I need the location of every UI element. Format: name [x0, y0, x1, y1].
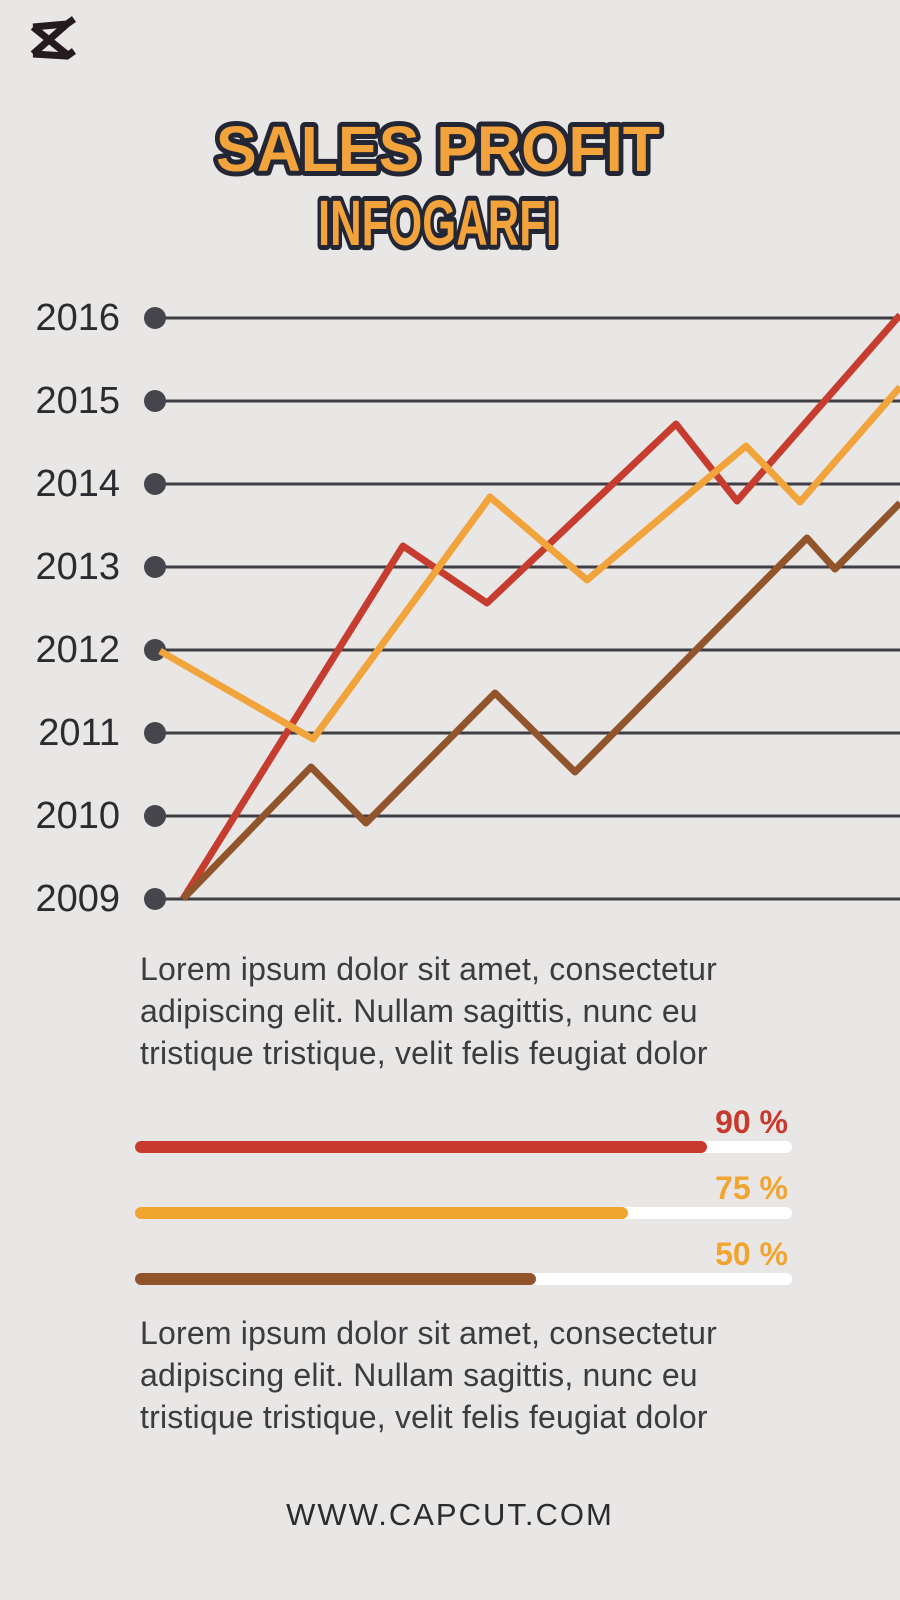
title-line-2: INFOGARFI	[318, 187, 558, 259]
year-label-2011: 2011	[38, 712, 120, 754]
progress-bars: 90 % 75 % 50 %	[135, 1106, 792, 1304]
progress-bar-group: 50 %	[135, 1238, 792, 1285]
bar-fill	[135, 1207, 628, 1219]
paragraph-line: tristique tristique, velit felis feugiat…	[140, 1035, 708, 1071]
progress-bar-group: 75 %	[135, 1172, 792, 1219]
year-label-2013: 2013	[35, 546, 120, 588]
series-brown-trend	[180, 500, 900, 902]
gridline-dot-2013	[144, 556, 166, 578]
paragraph-line: adipiscing elit. Nullam sagittis, nunc e…	[140, 993, 698, 1029]
bar-track	[135, 1207, 792, 1219]
paragraph-2: Lorem ipsum dolor sit amet, consectetur a…	[140, 1312, 820, 1438]
gridline-dot-2011	[144, 722, 166, 744]
footer-url: WWW.CAPCUT.COM	[286, 1497, 614, 1532]
paragraph-line: adipiscing elit. Nullam sagittis, nunc e…	[140, 1357, 698, 1393]
page-title: SALES PROFIT INFOGARFI	[211, 108, 665, 264]
paragraph-line: tristique tristique, velit felis feugiat…	[140, 1399, 708, 1435]
bar-fill	[135, 1273, 536, 1285]
year-label-2015: 2015	[35, 380, 120, 422]
gridline-dot-2009	[144, 888, 166, 910]
year-label-2010: 2010	[35, 795, 120, 837]
progress-bar-group: 90 %	[135, 1106, 792, 1153]
bar-percent-label: 90 %	[715, 1104, 788, 1140]
paragraph-1: Lorem ipsum dolor sit amet, consectetur a…	[140, 948, 820, 1074]
year-label-2014: 2014	[35, 463, 120, 505]
gridline-dot-2014	[144, 473, 166, 495]
year-label-2012: 2012	[35, 629, 120, 671]
year-label-2009: 2009	[35, 878, 120, 920]
paragraph-line: Lorem ipsum dolor sit amet, consectetur	[140, 951, 717, 987]
bar-fill	[135, 1141, 707, 1153]
gridline-dot-2016	[144, 307, 166, 329]
series-orange-trend	[158, 384, 900, 743]
gridline-dot-2015	[144, 390, 166, 412]
paragraph-line: Lorem ipsum dolor sit amet, consectetur	[140, 1315, 717, 1351]
bar-percent-label: 50 %	[715, 1236, 788, 1272]
series-red-trend	[180, 312, 900, 901]
bar-track	[135, 1141, 792, 1153]
capcut-logo-icon	[30, 16, 77, 60]
line-chart: 2016 2015 2014 2013 2012 2011 2010 2009	[35, 297, 900, 920]
bar-track	[135, 1273, 792, 1285]
title-line-1: SALES PROFIT	[216, 113, 660, 185]
bar-percent-label: 75 %	[715, 1170, 788, 1206]
gridline-dot-2010	[144, 805, 166, 827]
year-label-2016: 2016	[35, 297, 120, 339]
capcut-logo-strokes	[30, 16, 77, 60]
gridline-dot-2012	[144, 639, 166, 661]
